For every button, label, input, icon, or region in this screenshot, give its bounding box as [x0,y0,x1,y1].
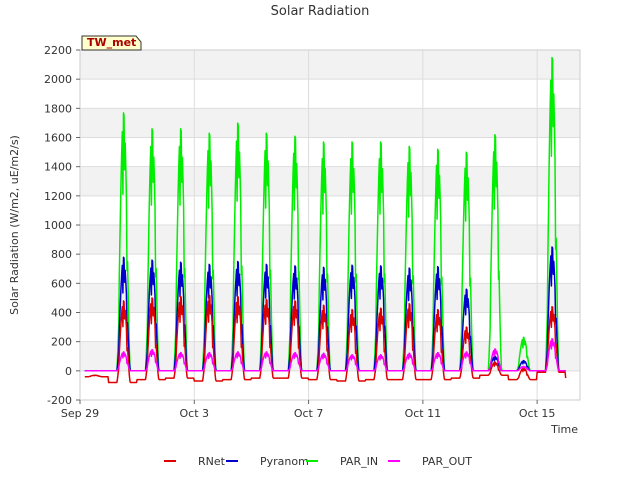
y-tick-label: 1000 [44,219,72,232]
x-tick-label: Oct 11 [405,407,442,420]
plot-background [80,50,580,400]
legend: RNet Pyranom PAR_IN PAR_OUT [164,455,472,468]
x-tick-label: Oct 7 [294,407,324,420]
x-tick-label: Sep 29 [61,407,99,420]
plot-band [80,108,580,138]
x-tick-label: Oct 3 [180,407,210,420]
y-tick-label: 600 [51,277,72,290]
legend-label-pyranom: Pyranom [260,455,309,468]
series-layer [84,56,567,384]
y-tick-label: 1600 [44,132,72,145]
y-tick-label: 1400 [44,161,72,174]
legend-label-rnet: RNet [198,455,226,468]
plot-band [80,50,580,80]
site-tag-label: TW_met [87,36,136,49]
y-axis-title: Solar Radiation (W/m2, uE/m2/s) [8,135,21,315]
legend-label-par-in: PAR_IN [340,455,378,468]
x-axis-title: Time [550,423,578,436]
y-tick-label: 400 [51,307,72,320]
plot-band [80,195,580,225]
y-tick-label: 200 [51,336,72,349]
plot-band [80,283,580,313]
plot-band [80,225,580,255]
site-tag: TW_met [81,35,142,51]
y-axis-ticks: -200 0 200 400 600 800 1000 1200 1400 1600 1800 200… [44,44,80,407]
chart-title: Solar Radiation [271,4,370,19]
x-axis-ticks: Sep 29 Oct 3 Oct 7 Oct 11 Oct 15 [61,400,556,420]
y-tick-label: 800 [51,248,72,261]
plot-band [80,312,580,342]
y-tick-label: 0 [65,365,72,378]
y-tick-label: 2200 [44,44,72,57]
legend-label-par-out: PAR_OUT [422,455,472,468]
y-tick-label: 2000 [44,73,72,86]
y-tick-label: 1200 [44,190,72,203]
series-line-par-out [84,338,566,372]
x-tick-label: Oct 15 [519,407,556,420]
y-tick-label: -200 [47,394,72,407]
site-tag-box [81,35,142,51]
series-line-rnet [84,294,567,384]
plot-band [80,137,580,167]
plot-band [80,254,580,284]
plot-band [80,79,580,109]
y-tick-label: 1800 [44,102,72,115]
